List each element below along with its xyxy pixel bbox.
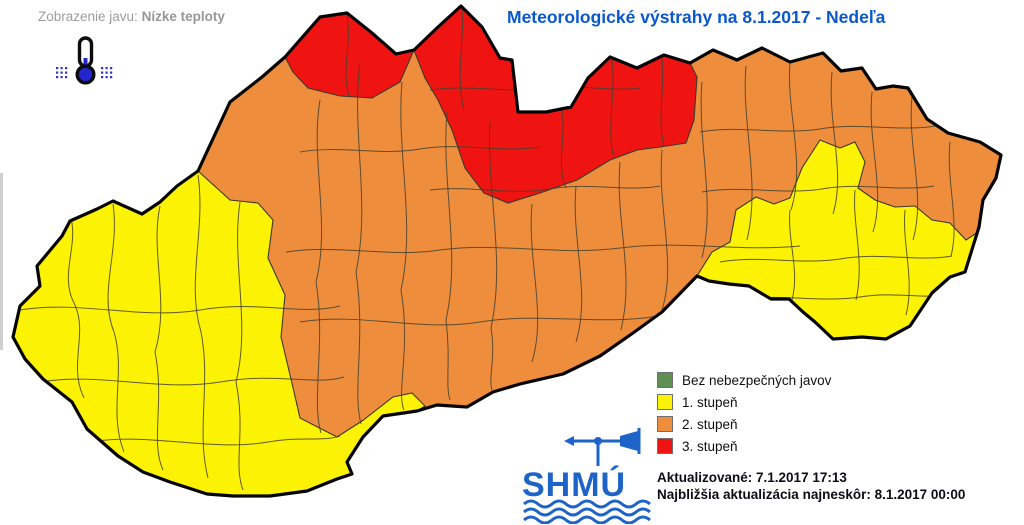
legend-label-level1: 1. stupeň (682, 394, 738, 410)
legend-swatch-level1 (657, 394, 673, 410)
weather-vane-icon (564, 428, 641, 466)
legend-swatch-level2 (657, 416, 673, 432)
update-info: Aktualizované: 7.1.2017 17:13 Najbližšia… (657, 469, 965, 503)
low-temperature-icon (56, 36, 113, 85)
shmu-logo-text: SHMÚ (522, 466, 626, 504)
phenomenon-label: Zobrazenie javu: (38, 9, 138, 24)
phenomenon-value: Nízke teploty (141, 9, 225, 24)
legend-row-none: Bez nebezpečných javov (657, 369, 831, 391)
next-update-text: Najbližšia aktualizácia najneskôr: 8.1.2… (657, 487, 966, 502)
frost-dots-right (101, 67, 113, 79)
frame-edge-line (0, 173, 3, 350)
legend-row-level3: 3. stupeň (657, 435, 831, 457)
country-border (11, 4, 1003, 498)
logo-waves (523, 499, 651, 524)
frost-dots-left (56, 67, 68, 79)
district-borders (19, 7, 955, 491)
legend-row-level2: 2. stupeň (657, 413, 831, 435)
thermometer-bulb (75, 64, 96, 85)
warning-legend: Bez nebezpečných javov 1. stupeň 2. stup… (657, 369, 831, 457)
phenomenon-selector-label: Zobrazenie javu: Nízke teploty (38, 9, 225, 24)
page-title: Meteorologické výstrahy na 8.1.2017 - Ne… (507, 7, 886, 27)
legend-label-level3: 3. stupeň (682, 438, 738, 454)
shmu-logo: SHMÚ (522, 428, 651, 524)
legend-label-none: Bez nebezpečných javov (682, 372, 832, 388)
legend-label-level2: 2. stupeň (682, 416, 738, 432)
legend-row-level1: 1. stupeň (657, 391, 831, 413)
updated-at-text: Aktualizované: 7.1.2017 17:13 (657, 470, 847, 485)
legend-swatch-none (657, 372, 673, 388)
legend-swatch-level3 (657, 438, 673, 454)
